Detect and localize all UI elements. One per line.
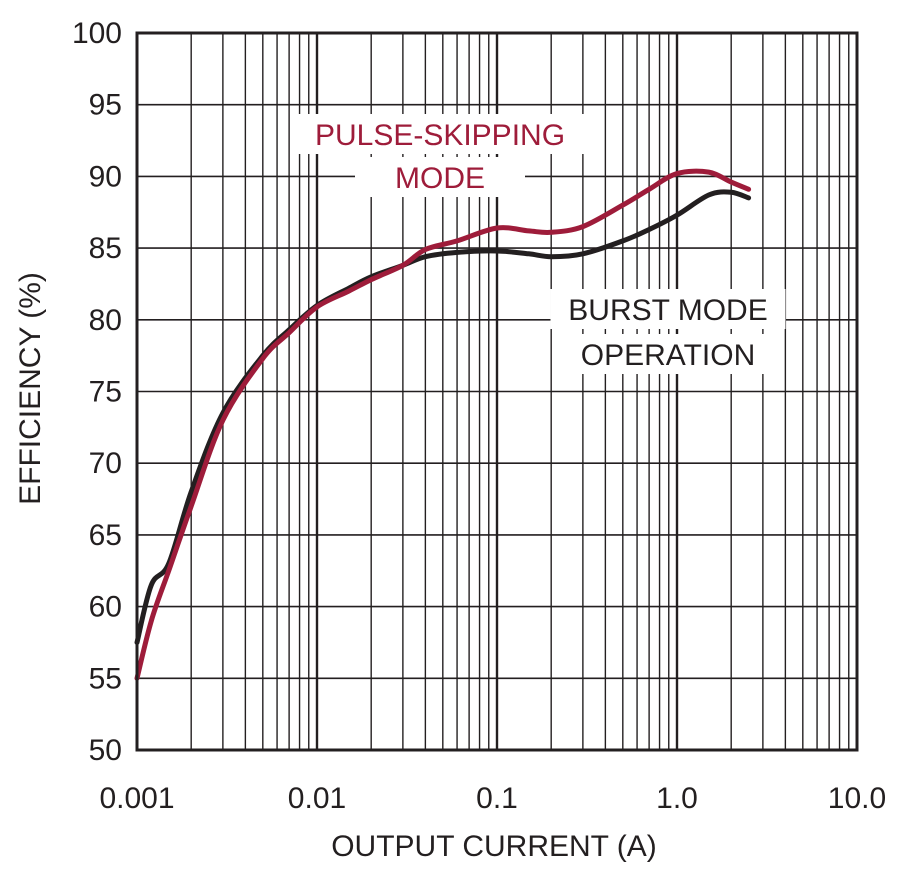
- series-line-burst-mode-operation: [134, 189, 752, 645]
- plot-frame: [135, 31, 859, 752]
- x-tick-labels: 0.001 0.01 0.1 1.0 10.0: [99, 782, 886, 815]
- x-tick-label: 1.0: [656, 782, 698, 815]
- annotation-background: [550, 289, 786, 329]
- annotation-backgrounds: [295, 114, 786, 374]
- y-tick-labels: 50 55 60 65 70 75 80 85 90 95 100: [72, 17, 122, 767]
- series-line-pulse-skipping-mode: [134, 168, 752, 681]
- annotation-background: [568, 334, 768, 374]
- y-tick-label: 55: [89, 662, 122, 695]
- burst-mode-annotation-line-2: OPERATION: [581, 339, 755, 372]
- pulse-skipping-annotation-line-2: MODE: [395, 162, 485, 195]
- y-tick-label: 80: [89, 304, 122, 337]
- y-tick-label: 60: [89, 591, 122, 624]
- y-tick-label: 85: [89, 232, 122, 265]
- y-tick-label: 90: [89, 160, 122, 193]
- annotation-layer: PULSE-SKIPPING MODE BURST MODE OPERATION: [315, 119, 768, 372]
- pulse-skipping-annotation-line-1: PULSE-SKIPPING: [315, 119, 565, 152]
- y-tick-label: 70: [89, 447, 122, 480]
- burst-mode-annotation-line-1: BURST MODE: [568, 294, 767, 327]
- x-tick-label: 0.01: [288, 782, 346, 815]
- y-tick-label: 95: [89, 89, 122, 122]
- x-tick-label: 10.0: [828, 782, 886, 815]
- y-tick-label: 65: [89, 519, 122, 552]
- major-grid: [137, 33, 857, 750]
- x-axis-title: OUTPUT CURRENT (A): [331, 830, 657, 863]
- x-tick-label: 0.001: [99, 782, 174, 815]
- y-axis-title: EFFICIENCY (%): [14, 272, 47, 505]
- y-tick-label: 75: [89, 376, 122, 409]
- annotation-background: [355, 157, 525, 197]
- series-layer: [134, 168, 752, 681]
- y-tick-label: 50: [89, 734, 122, 767]
- y-tick-label: 100: [72, 17, 122, 50]
- annotation-background: [295, 114, 585, 154]
- x-tick-label: 0.1: [476, 782, 518, 815]
